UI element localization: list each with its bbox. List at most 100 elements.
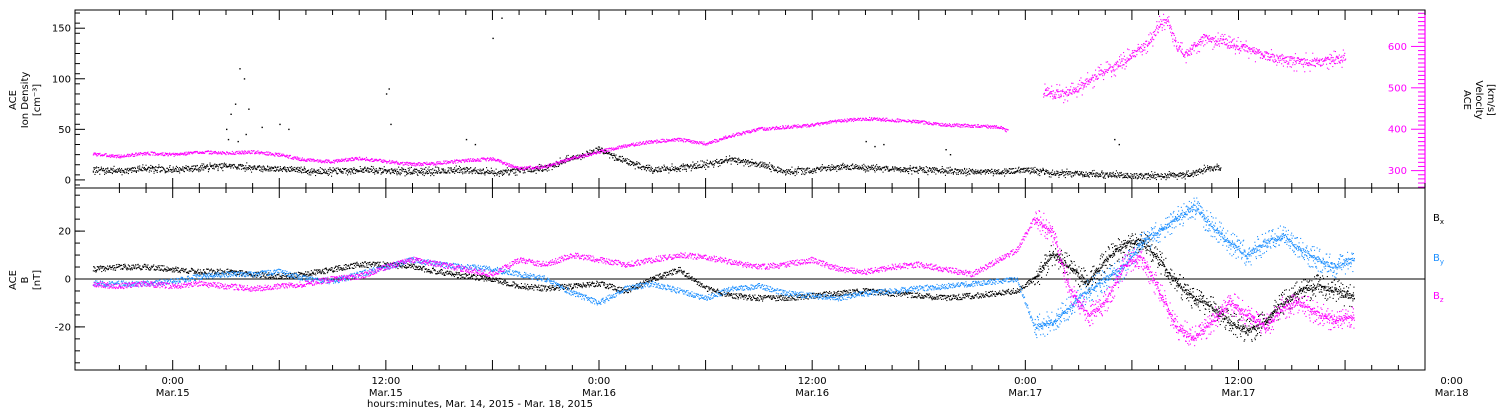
velocity-point-group-point [870, 119, 872, 121]
velocity-point-group-point [364, 158, 366, 160]
density-point-group-point [999, 172, 1001, 174]
velocity-point-group-point [180, 153, 182, 155]
density-point-group-point [161, 166, 163, 168]
velocity-point-group-point [686, 140, 688, 142]
density-point-group-point [142, 164, 144, 166]
density-point-group-point [321, 168, 323, 170]
density-point-group-point [119, 169, 121, 171]
density-point-group-point [633, 165, 635, 167]
density-point-group-point [339, 169, 341, 171]
density-point-group-point [973, 173, 975, 175]
velocity-point-group-point [524, 166, 526, 168]
density-point-group-point [999, 173, 1001, 175]
density-point-group-point [194, 168, 196, 170]
density-point-group-point [1136, 178, 1138, 180]
velocity-point-group-point [249, 150, 251, 152]
density-point-group-point [401, 168, 403, 170]
density-point-group-point [433, 175, 435, 177]
density-point-group-point [960, 173, 962, 175]
velocity-point-group-point [842, 119, 844, 121]
velocity-point-group-point [108, 155, 110, 157]
density-point-group-point [941, 168, 943, 170]
velocity-point-group-point [644, 142, 646, 144]
velocity-point-group-point [665, 141, 667, 143]
density-point-group-point [757, 163, 759, 165]
density-point-group-point [833, 165, 835, 167]
velocity-point-group-point [980, 126, 982, 128]
density-spike-point [1114, 138, 1116, 141]
density-point-group-point [172, 168, 174, 170]
density-point-group-point [506, 171, 508, 173]
density-point-group-point [991, 168, 993, 170]
density-point-group-point [1042, 169, 1044, 171]
density-point-group-point [586, 151, 588, 153]
density-point-group-point [996, 173, 998, 175]
density-point-group-point [1193, 172, 1195, 174]
density-point-group-point [665, 169, 667, 171]
velocity-point-group-point [470, 158, 472, 160]
density-point-group-point [599, 148, 601, 150]
density-point-group-point [796, 170, 798, 172]
density-point-group-point [532, 170, 534, 172]
density-point-group-point [373, 171, 375, 173]
velocity-point-group-point [117, 154, 119, 156]
density-point-group-point [1101, 170, 1103, 172]
density-point-group-point [636, 161, 638, 163]
velocity-point-group-point [603, 151, 605, 153]
density-point-group-point [669, 167, 671, 169]
density-point-group-point [212, 165, 214, 167]
density-point-group-point [471, 170, 473, 172]
density-point-group-point [191, 171, 193, 173]
density-point-group-point [1041, 169, 1043, 171]
density-point-group-point [587, 154, 589, 156]
density-point-group-point [238, 165, 240, 167]
density-point-group-point [653, 169, 655, 171]
density-point-group-point [1202, 170, 1204, 172]
velocity-point-group-point [555, 161, 557, 163]
velocity-point-group-point [275, 153, 277, 155]
velocity-point-group-point [565, 158, 567, 160]
velocity-point-group-point [214, 152, 216, 154]
velocity-point-group-point [834, 119, 836, 121]
velocity-point-group-point [945, 125, 947, 127]
velocity-point-group-point [345, 159, 347, 161]
velocity-point-group-point [997, 127, 999, 129]
density-point-group-point [1152, 175, 1154, 177]
density-point-group-point [424, 173, 426, 175]
density-point-group-point [713, 166, 715, 168]
velocity-point-group-point [593, 151, 595, 153]
density-point-group-point [768, 165, 770, 167]
density-point-group-point [626, 162, 628, 164]
velocity-point-group-point [93, 153, 95, 155]
density-point-group-point [603, 153, 605, 155]
density-point-group-point [260, 166, 262, 168]
velocity-point-group-point [260, 153, 262, 155]
velocity-point-group-point [451, 160, 453, 162]
density-point-group-point [794, 168, 796, 170]
velocity-point-group-point [200, 151, 202, 153]
velocity-point-group-point [645, 143, 647, 145]
density-point-group-point [1068, 171, 1070, 173]
velocity-point-group-point [655, 142, 657, 144]
density-point-group-point [1191, 174, 1193, 176]
density-point-group-point [1134, 177, 1136, 179]
density-point-group-point [1158, 174, 1160, 176]
density-point-group-point [961, 169, 963, 171]
density-point-group-point [644, 166, 646, 168]
density-point-group-point [815, 169, 817, 171]
velocity-point-group-point [221, 152, 223, 154]
density-point-group-point [734, 157, 736, 159]
density-point-group-point [276, 169, 278, 171]
velocity-point-group-point [917, 121, 919, 123]
density-point-group-point [894, 166, 896, 168]
density-point-group-point [141, 166, 143, 168]
density-point-group-point [803, 168, 805, 170]
density-point-group-point [1061, 169, 1063, 171]
velocity-point-group-point [240, 151, 242, 153]
density-point-group-point [1079, 173, 1081, 175]
density-point-group-point [1007, 171, 1009, 173]
velocity-point-group-point [523, 167, 525, 169]
velocity-point-group-point [986, 127, 988, 129]
density-point-group-point [906, 170, 908, 172]
velocity-point-group-point [946, 123, 948, 125]
